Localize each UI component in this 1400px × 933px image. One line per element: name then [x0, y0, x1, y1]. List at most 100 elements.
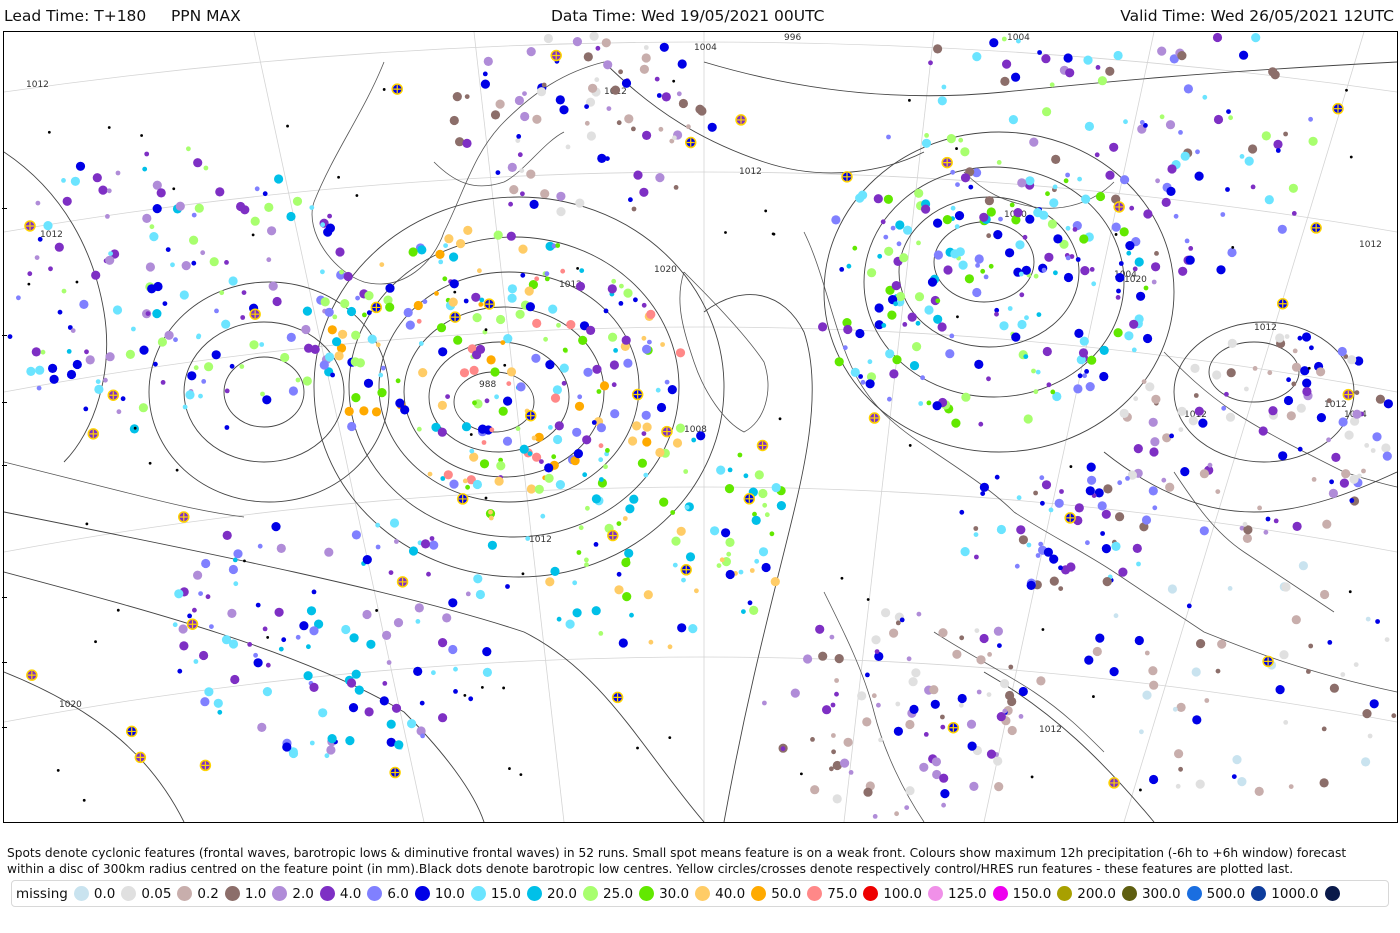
- feature-spot: [1242, 521, 1248, 527]
- feature-spot: [302, 306, 312, 316]
- feature-spot: [330, 372, 335, 378]
- feature-spot: [597, 153, 607, 163]
- feature-spot: [525, 302, 536, 312]
- feature-spot: [1015, 240, 1025, 250]
- feature-spot: [1349, 474, 1359, 484]
- legend-value: 0.0: [93, 885, 116, 902]
- feature-spot: [724, 484, 735, 494]
- feature-spot: [1013, 208, 1023, 218]
- feature-spot: [669, 138, 675, 144]
- barotropic-low-dot: [576, 266, 580, 270]
- isobar-label: 1012: [1039, 725, 1062, 735]
- feature-spot: [865, 379, 875, 389]
- barotropic-low-dot: [133, 426, 137, 430]
- feature-spot: [1099, 371, 1109, 382]
- feature-spot: [895, 701, 901, 707]
- barotropic-low-dot: [508, 767, 511, 770]
- legend-swatch: [927, 886, 943, 901]
- barotropic-low-dot: [172, 187, 176, 191]
- feature-spot: [375, 342, 381, 348]
- feature-spot: [867, 268, 877, 278]
- control-run-marker: [24, 220, 36, 232]
- feature-spot: [1042, 107, 1052, 117]
- feature-spot: [196, 334, 201, 340]
- feature-spot: [1113, 50, 1123, 61]
- feature-spot: [472, 479, 482, 490]
- feature-spot: [1033, 273, 1039, 279]
- feature-spot: [881, 323, 887, 328]
- feature-spot: [540, 513, 546, 519]
- feature-spot: [747, 600, 753, 606]
- legend-item: 0.05: [121, 886, 171, 902]
- feature-spot: [1109, 142, 1119, 152]
- lead-time-label: Lead Time: T+180 PPN MAX: [4, 7, 241, 25]
- feature-spot: [623, 288, 633, 298]
- feature-spot: [27, 271, 33, 277]
- feature-spot: [1165, 120, 1176, 130]
- feature-spot: [405, 320, 415, 330]
- control-run-marker: [134, 751, 147, 764]
- feature-spot: [413, 300, 423, 311]
- feature-spot: [1327, 640, 1333, 645]
- feature-spot: [1031, 368, 1036, 374]
- feature-spot: [438, 347, 448, 357]
- feature-spot: [986, 376, 991, 382]
- feature-spot: [214, 308, 219, 314]
- feature-spot: [1159, 114, 1165, 120]
- feature-spot: [726, 551, 732, 557]
- feature-spot: [472, 350, 482, 360]
- feature-spot: [484, 398, 490, 404]
- feature-spot: [994, 307, 1000, 313]
- feature-spot: [175, 201, 185, 211]
- legend-swatch: [73, 886, 89, 901]
- feature-spot: [1011, 72, 1021, 82]
- feature-spot: [952, 649, 962, 659]
- feature-spot: [572, 580, 578, 586]
- feature-spot: [1125, 241, 1135, 251]
- feature-spot: [1166, 186, 1176, 196]
- feature-spot: [267, 226, 277, 236]
- feature-spot: [641, 302, 647, 308]
- feature-spot: [976, 655, 986, 665]
- feature-spot: [324, 307, 334, 317]
- feature-spot: [486, 355, 496, 365]
- feature-spot: [871, 635, 881, 645]
- feature-spot: [1007, 725, 1017, 736]
- feature-spot: [507, 293, 517, 303]
- feature-spot: [565, 144, 571, 150]
- feature-spot: [1244, 156, 1254, 166]
- feature-spot: [1231, 774, 1237, 779]
- feature-spot: [1326, 437, 1331, 443]
- feature-spot: [858, 374, 863, 379]
- feature-spot: [1080, 266, 1090, 276]
- legend-value: 1.0: [244, 885, 267, 902]
- feature-spot: [377, 388, 387, 398]
- feature-spot: [1139, 729, 1144, 735]
- feature-spot: [664, 379, 670, 385]
- feature-spot: [1072, 227, 1078, 232]
- feature-spot: [1292, 521, 1302, 531]
- feature-spot: [860, 379, 866, 385]
- feature-spot: [1091, 281, 1097, 287]
- barotropic-low-dot: [771, 232, 775, 236]
- feature-spot: [688, 624, 698, 634]
- feature-spot: [495, 170, 501, 176]
- feature-spot: [967, 741, 977, 751]
- feature-spot: [654, 76, 660, 82]
- feature-spot: [1026, 542, 1032, 548]
- feature-spot: [551, 243, 557, 249]
- feature-spot: [1021, 265, 1031, 275]
- feature-spot: [915, 320, 921, 326]
- feature-spot: [1283, 395, 1294, 406]
- feature-spot: [622, 516, 628, 521]
- feature-spot: [676, 91, 682, 97]
- feature-spot: [596, 389, 602, 394]
- feature-spot: [1199, 469, 1209, 479]
- feature-spot: [519, 444, 529, 454]
- feature-spot: [438, 259, 444, 265]
- feature-spot: [351, 330, 361, 340]
- feature-spot: [1169, 54, 1179, 64]
- feature-spot: [1326, 398, 1332, 404]
- feature-spot: [229, 363, 235, 369]
- feature-spot: [419, 700, 425, 706]
